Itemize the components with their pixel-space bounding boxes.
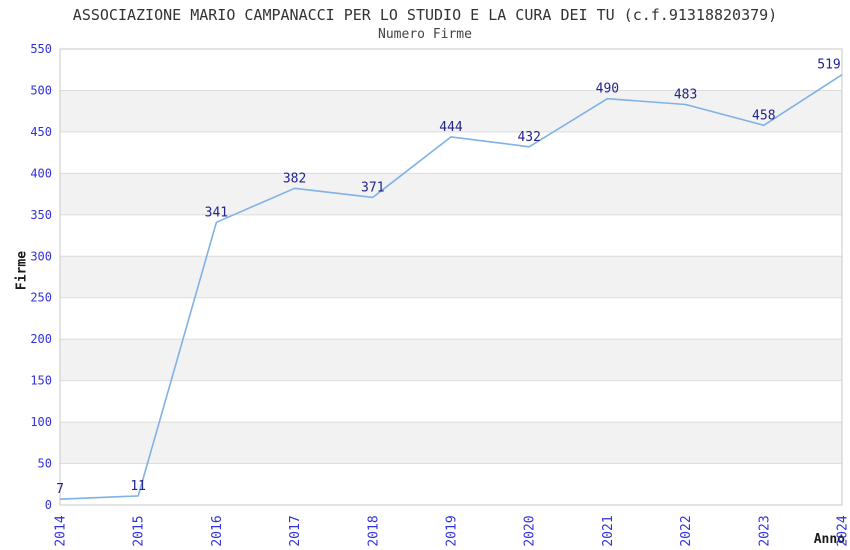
data-label: 11 [130,479,146,494]
y-tick-label: 350 [30,208,52,222]
x-tick-label: 2023 [757,515,772,546]
y-tick-label: 400 [30,166,52,180]
y-tick-label: 500 [30,83,52,97]
x-tick-label: 2017 [288,515,303,546]
band-shade [60,256,842,298]
data-label: 458 [752,108,775,123]
data-label: 483 [674,88,697,103]
x-tick-label: 2021 [601,515,616,546]
y-tick-label: 200 [30,332,52,346]
plot-border [59,48,843,506]
series-line [59,74,843,500]
data-label: 432 [517,130,540,145]
y-tick-label: 100 [30,415,52,429]
band-shade [60,422,842,464]
band-shade [60,339,842,381]
data-label: 7 [56,482,64,497]
x-tick-label: 2015 [132,515,147,546]
data-label: 341 [205,205,228,220]
chart-subtitle: Numero Firme [378,27,472,42]
x-tick-label: 2020 [523,515,538,546]
y-tick-label: 150 [30,374,52,388]
x-tick-label: 2014 [54,515,69,546]
data-label: 371 [361,180,384,195]
data-label: 490 [596,82,619,97]
y-tick-label: 0 [45,498,52,512]
y-tick-label: 50 [38,457,52,471]
x-tick-label: 2018 [366,515,381,546]
x-tick-label: 2016 [210,515,225,546]
x-axis-label: Anno [813,532,845,547]
y-tick-label: 250 [30,291,52,305]
band-shade [60,173,842,215]
data-label: 382 [283,171,306,186]
chart-title: ASSOCIAZIONE MARIO CAMPANACCI PER LO STU… [72,6,778,24]
y-tick-label: 550 [30,42,52,56]
data-label: 519 [817,58,840,73]
y-tick-label: 300 [30,249,52,263]
x-tick-label: 2019 [445,515,460,546]
x-tick-label: 2022 [679,515,694,546]
x-tick-label: 2024 [836,515,850,546]
y-tick-label: 450 [30,125,52,139]
data-label: 444 [439,120,463,135]
